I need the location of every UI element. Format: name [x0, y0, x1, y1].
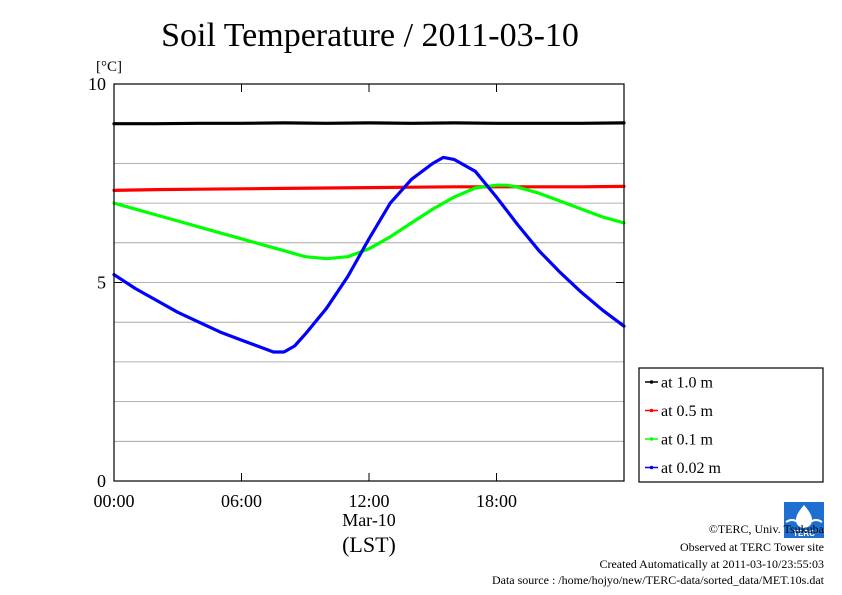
gridlines: [114, 123, 624, 442]
legend-marker-2: [649, 408, 654, 413]
x-tick-label: 12:00: [348, 491, 389, 511]
x-tick-label: 18:00: [476, 491, 517, 511]
legend-label-3: at 0.1 m: [661, 432, 714, 449]
series-line-2: [112, 184, 626, 192]
legend: at 1.0 m at 0.5 m at 0.1 m at 0.02 m: [638, 367, 824, 483]
logo-text: TERC: [793, 529, 815, 538]
legend-box: [638, 367, 824, 483]
series-lines: [112, 121, 626, 354]
series-line-4: [112, 155, 626, 354]
legend-label-4: at 0.02 m: [661, 460, 722, 477]
legend-marker-3: [649, 437, 654, 441]
x-tick-label: 00:00: [93, 491, 134, 511]
series-line-1: [112, 121, 626, 126]
series-line-3: [112, 183, 626, 261]
copyright-text: ©TERC, Univ. Tsukuba: [708, 522, 824, 536]
terc-logo: TERC: [784, 502, 824, 538]
axis-ticks: 00:00 06:00 12:00 18:00 0 5 10: [88, 74, 624, 511]
x-axis-label: (LST): [342, 532, 396, 557]
x-tick-label: 06:00: [221, 491, 262, 511]
chart-title: Soil Temperature / 2011-03-10: [161, 17, 579, 54]
legend-marker-1: [649, 380, 654, 384]
legend-label-2: at 0.5 m: [661, 403, 714, 420]
y-axis-unit-label: [°C]: [96, 59, 122, 75]
y-tick-label: 10: [88, 74, 106, 94]
created-text: Created Automatically at 2011-03-10/23:5…: [599, 557, 824, 571]
source-text: Data source : /home/hojyo/new/TERC-data/…: [491, 573, 824, 587]
x-axis-date-label: Mar-10: [342, 510, 396, 530]
legend-marker-4: [649, 465, 654, 470]
y-tick-label: 5: [97, 273, 106, 293]
legend-label-1: at 1.0 m: [661, 375, 714, 392]
observed-text: Observed at TERC Tower site: [679, 540, 824, 554]
y-tick-label: 0: [97, 471, 106, 491]
